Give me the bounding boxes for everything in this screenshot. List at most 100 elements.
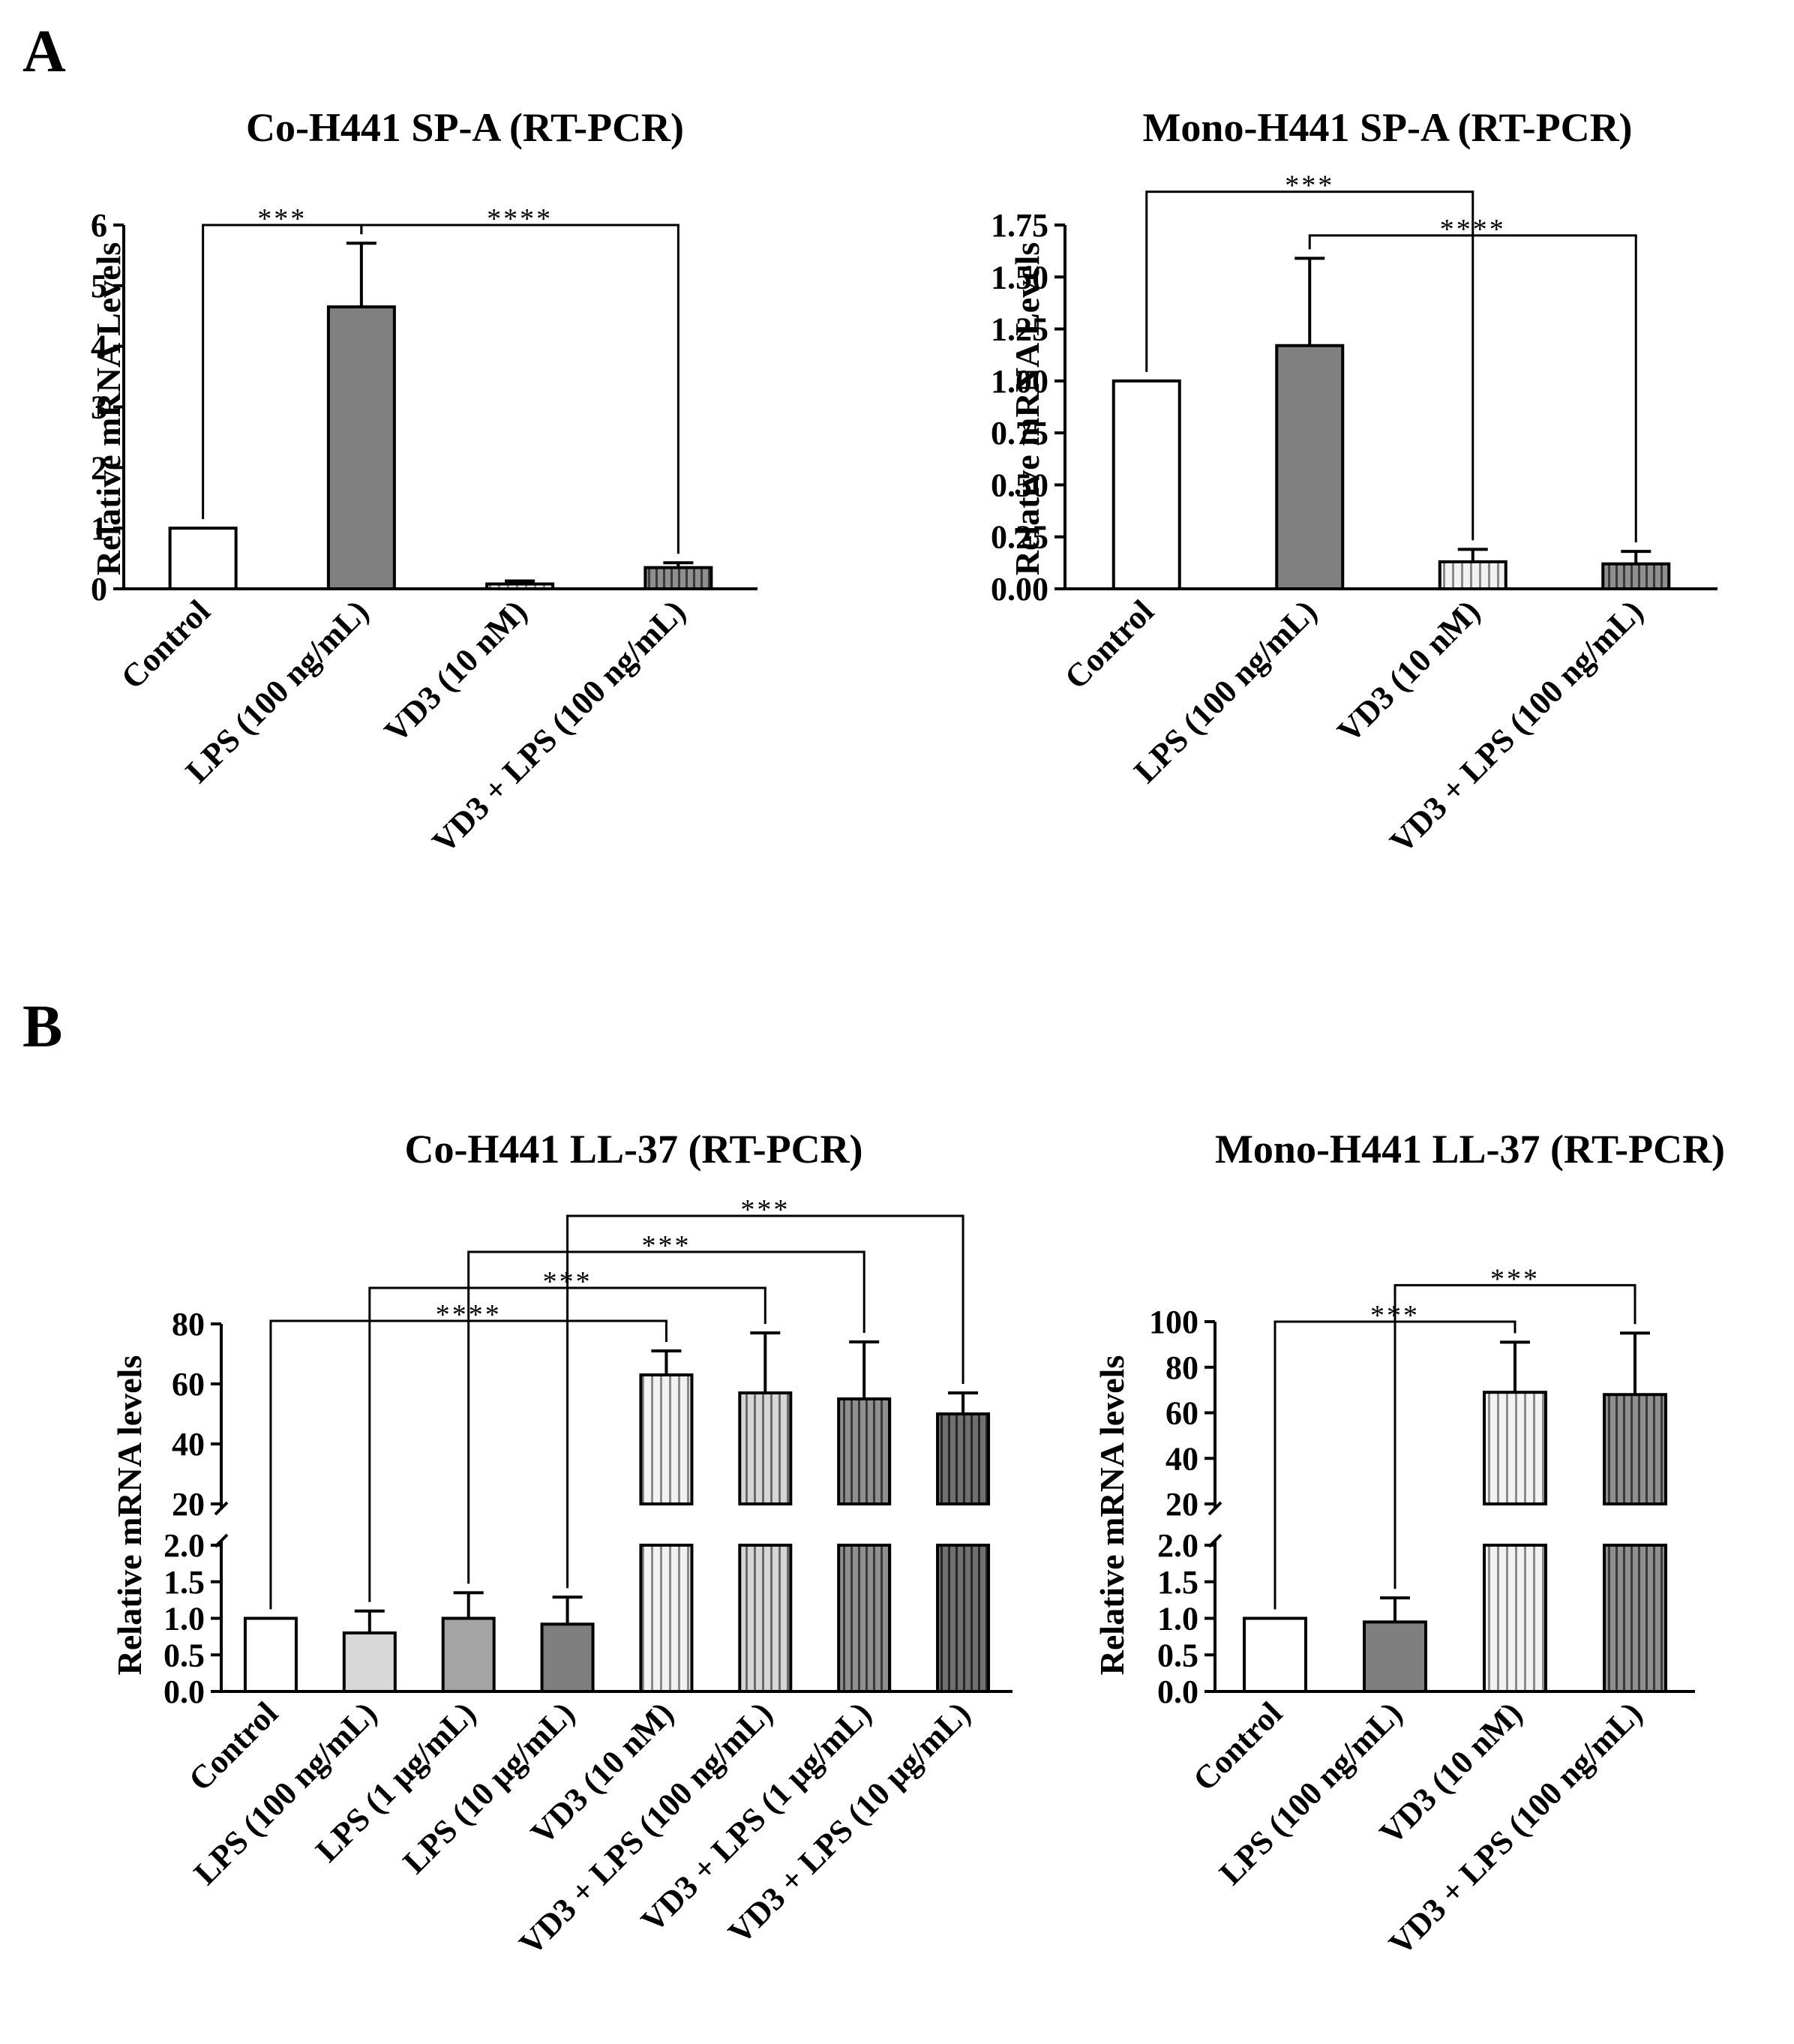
bar-7-upper [936, 1412, 991, 1505]
significance-label-1: *** [1490, 1263, 1540, 1295]
bar-2 [485, 582, 555, 590]
y-tick-label: 80 [172, 1306, 205, 1343]
chart-title: Co-H441 SP-A (RT-PCR) [246, 105, 684, 150]
y-tick-label: 4 [91, 329, 107, 365]
y-axis-label: Relative mRNA levels [110, 1355, 148, 1676]
y-tick-label: 2.0 [1157, 1527, 1198, 1564]
y-axis-label: Relative mRNA Levels [89, 242, 128, 576]
significance-label-1: **** [487, 203, 553, 235]
bar-6-lower [837, 1544, 892, 1693]
bar-0 [1243, 1616, 1307, 1693]
category-label-3: VD3 + LPS (100 ng/mL) [1382, 1694, 1649, 1962]
bar-2-upper [1483, 1391, 1547, 1505]
charts-container: Co-H441 SP-A (RT-PCR) Relative mRNA Level… [89, 105, 1725, 1962]
y-tick-label: 6 [91, 207, 107, 244]
significance-bracket-2 [467, 1250, 866, 1584]
y-tick-label: 3 [91, 389, 107, 426]
y-axis-label: Relative mRNA Levels [1008, 242, 1046, 576]
bar-0 [243, 1616, 298, 1693]
category-label-3: LPS (10 µg/mL) [396, 1694, 582, 1880]
y-tick-label: 0 [91, 571, 107, 608]
y-tick-label: 0.25 [991, 519, 1048, 556]
y-tick-label: 40 [172, 1426, 205, 1463]
y-tick-label: 20 [1166, 1486, 1198, 1523]
y-tick-label: 1 [91, 510, 107, 547]
y-tick-label: 2 [91, 449, 107, 486]
bar-6-upper [837, 1397, 892, 1505]
bar-0 [1112, 379, 1181, 590]
y-tick-label: 1.0 [164, 1601, 205, 1637]
y-tick-label: 0.0 [164, 1673, 205, 1710]
axis-break-mark-upper [214, 1501, 229, 1516]
chart-mono-h441-spa: Mono-H441 SP-A (RT-PCR) Relative mRNA Lev… [991, 105, 1718, 860]
y-tick-label: 1.00 [991, 363, 1048, 400]
y-tick-label: 0.0 [1157, 1673, 1198, 1710]
significance-label-2: *** [641, 1230, 691, 1262]
y-axis-label: Relative mRNA levels [1093, 1355, 1131, 1676]
bar-1 [326, 305, 396, 590]
bar-1 [342, 1631, 397, 1693]
y-tick-label: 20 [172, 1486, 205, 1523]
significance-label-0: *** [257, 203, 307, 235]
category-label-0: Control [114, 593, 218, 696]
y-tick-label: 1.0 [1157, 1601, 1198, 1637]
significance-bracket-0 [1145, 191, 1474, 541]
y-tick-label: 0.5 [1157, 1637, 1198, 1673]
significance-bracket-1 [360, 224, 680, 554]
bar-2-lower [1483, 1544, 1547, 1693]
bar-3-lower [1603, 1544, 1667, 1693]
panel-letter-b: B [22, 994, 62, 1060]
bar-3-upper [1603, 1393, 1667, 1505]
y-tick-label: 100 [1149, 1304, 1198, 1340]
bar-4-lower [639, 1544, 694, 1693]
y-tick-label: 1.25 [991, 311, 1048, 348]
chart-co-h441-spa: Co-H441 SP-A (RT-PCR) Relative mRNA Level… [89, 105, 758, 860]
y-tick-label: 1.5 [164, 1564, 205, 1601]
bar-2 [441, 1616, 496, 1693]
bar-0 [168, 527, 238, 591]
category-label-3: VD3 + LPS (100 ng/mL) [425, 593, 693, 860]
bar-1 [1275, 344, 1345, 590]
y-tick-label: 0.75 [991, 415, 1048, 452]
significance-bracket-1 [1308, 234, 1637, 543]
chart-co-h441-ll37: Co-H441 LL-37 (RT-PCR) Relative mRNA leve… [110, 1127, 1012, 1962]
chart-title: Mono-H441 SP-A (RT-PCR) [1142, 105, 1632, 150]
y-tick-label: 0.00 [991, 571, 1048, 608]
bar-3 [1601, 562, 1671, 590]
significance-label-1: **** [1440, 214, 1506, 245]
bar-7-lower [936, 1544, 991, 1693]
y-tick-label: 40 [1166, 1440, 1198, 1477]
y-tick-label: 60 [172, 1366, 205, 1403]
axis-break-mark-upper [1208, 1501, 1222, 1516]
chart-title: Mono-H441 LL-37 (RT-PCR) [1215, 1127, 1725, 1172]
bar-5-lower [738, 1544, 793, 1693]
bar-3 [540, 1622, 595, 1694]
y-tick-label: 2.0 [164, 1527, 205, 1564]
bar-3 [644, 566, 713, 590]
category-label-2: VD3 (10 nM) [1330, 593, 1487, 749]
category-label-1: LPS (100 ng/mL) [187, 1694, 384, 1892]
chart-mono-h441-ll37: Mono-H441 LL-37 (RT-PCR) Relative mRNA le… [1093, 1127, 1725, 1962]
y-tick-label: 1.50 [991, 259, 1048, 296]
y-tick-label: 1.5 [1157, 1564, 1198, 1601]
y-tick-label: 0.5 [164, 1637, 205, 1673]
category-label-0: Control [1186, 1694, 1289, 1798]
bar-1 [1363, 1620, 1427, 1693]
bar-4-upper [639, 1373, 694, 1505]
bar-2 [1438, 560, 1508, 591]
y-tick-label: 5 [91, 268, 107, 305]
significance-bracket-3 [566, 1214, 964, 1589]
category-label-0: Control [1058, 593, 1161, 696]
significance-label-3: *** [740, 1194, 790, 1226]
chart-title: Co-H441 LL-37 (RT-PCR) [404, 1127, 862, 1172]
bar-5-upper [738, 1391, 793, 1505]
y-tick-label: 0.50 [991, 467, 1048, 503]
y-tick-label: 80 [1166, 1349, 1198, 1386]
y-tick-label: 1.75 [991, 207, 1048, 244]
significance-label-0: *** [1285, 170, 1334, 202]
category-label-2: VD3 (10 nM) [377, 593, 534, 749]
panel-letter-a: A [22, 19, 66, 85]
y-tick-label: 60 [1166, 1395, 1198, 1432]
significance-bracket-1 [1394, 1283, 1636, 1589]
